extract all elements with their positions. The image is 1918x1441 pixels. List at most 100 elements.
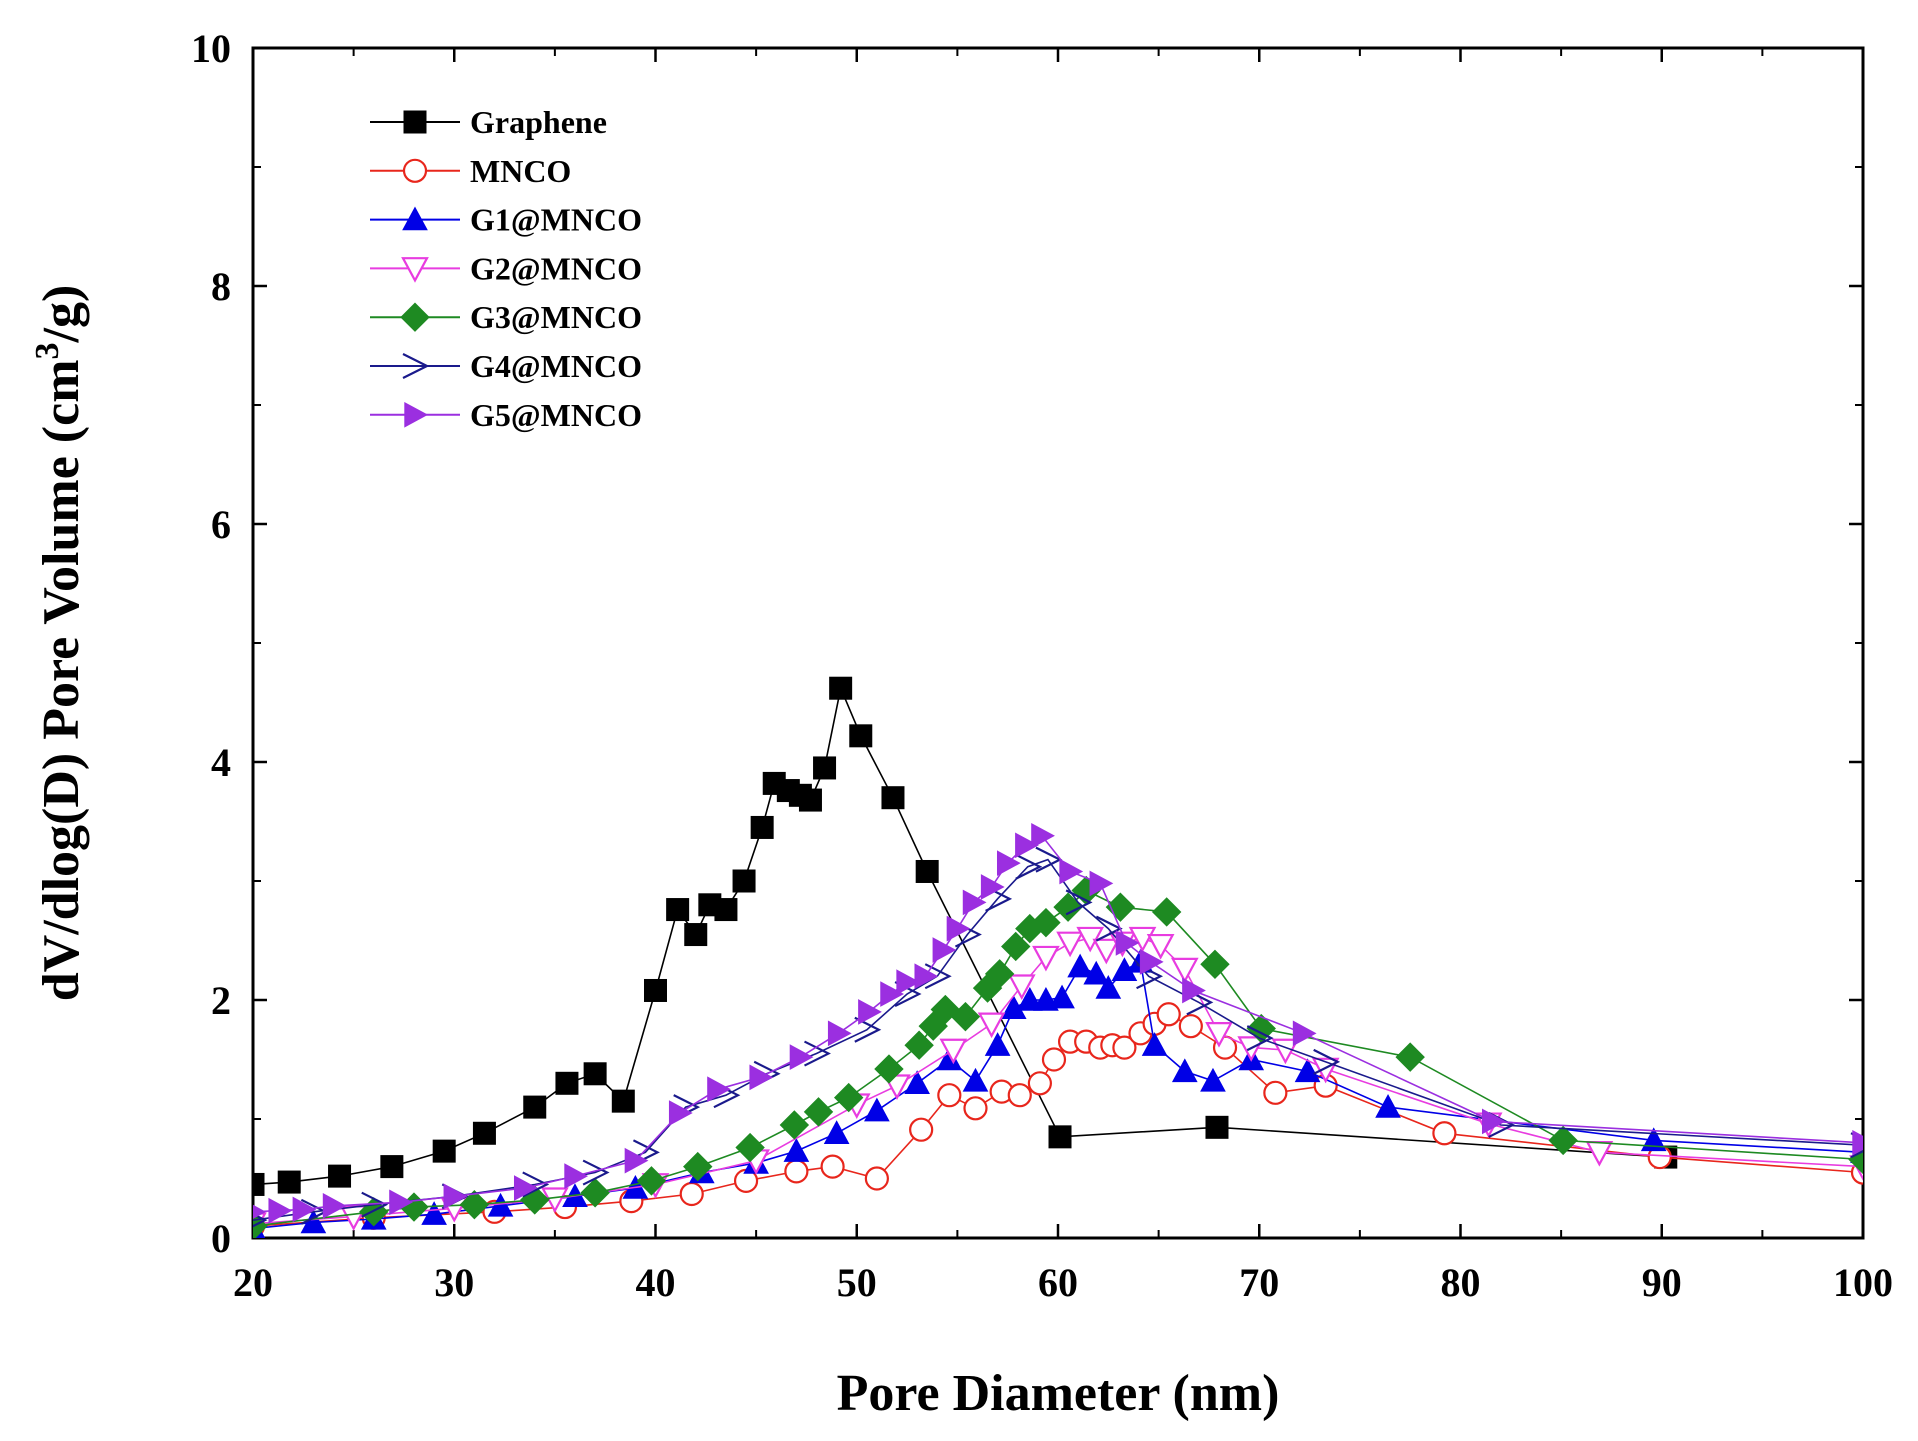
data-point-g2-mnco xyxy=(1007,974,1036,1001)
y-tick-label: 2 xyxy=(211,978,231,1023)
legend-item-mnco: MNCO xyxy=(370,153,571,189)
data-point-g4-mnco xyxy=(1313,1048,1341,1075)
data-point-g5-mnco xyxy=(564,1163,589,1189)
x-tick-label: 50 xyxy=(837,1260,877,1305)
legend-label-g5-mnco: G5@MNCO xyxy=(470,397,642,433)
series-line-g5-mnco xyxy=(253,834,1863,1213)
legend-label-graphene: Graphene xyxy=(470,104,607,140)
data-point-g5-mnco xyxy=(827,1020,852,1047)
data-point-g3-mnco xyxy=(683,1151,713,1182)
data-point-g5-mnco xyxy=(1059,858,1084,885)
data-point-g4-mnco xyxy=(1246,1025,1274,1052)
series-line-mnco xyxy=(253,1013,1863,1227)
data-point-g4-mnco xyxy=(804,1040,831,1067)
legend-item-graphene: Graphene xyxy=(370,104,607,140)
x-tick-label: 90 xyxy=(1642,1260,1682,1305)
data-point-g3-mnco xyxy=(874,1054,904,1084)
data-point-mnco xyxy=(909,1117,934,1142)
data-point-graphene xyxy=(915,859,939,883)
data-point-graphene xyxy=(750,815,774,839)
legend-label-g3-mnco: G3@MNCO xyxy=(470,299,642,335)
data-point-g5-mnco xyxy=(980,874,1005,900)
data-point-g3-mnco xyxy=(1151,897,1182,927)
legend-label-mnco: MNCO xyxy=(470,153,571,189)
x-axis-title: Pore Diameter (nm) xyxy=(837,1365,1280,1422)
data-point-g5-mnco xyxy=(1115,930,1140,956)
legend-marker-graphene xyxy=(403,110,427,134)
data-point-g5-mnco xyxy=(1031,822,1055,849)
data-point-g3-mnco xyxy=(1200,949,1230,980)
data-point-g1-mnco xyxy=(1083,960,1110,985)
series-g5-mnco xyxy=(253,822,1863,1224)
legend-item-g2-mnco: G2@MNCO xyxy=(370,250,642,286)
y-tick-label: 4 xyxy=(211,740,231,785)
data-point-graphene xyxy=(380,1155,404,1179)
legend-item-g3-mnco: G3@MNCO xyxy=(370,299,642,335)
data-point-g4-mnco xyxy=(1015,853,1043,880)
data-point-g2-mnco xyxy=(1205,1022,1233,1048)
data-point-g5-mnco xyxy=(858,999,882,1025)
data-point-mnco xyxy=(1112,1035,1137,1060)
data-point-graphene xyxy=(666,898,690,922)
data-point-mnco xyxy=(1041,1047,1067,1072)
data-point-mnco xyxy=(1178,1014,1203,1039)
data-point-g5-mnco xyxy=(1015,832,1039,859)
x-tick-label: 30 xyxy=(434,1260,474,1305)
data-point-graphene xyxy=(583,1062,607,1086)
data-point-mnco xyxy=(679,1181,704,1207)
data-point-mnco xyxy=(1263,1080,1288,1105)
data-point-mnco xyxy=(784,1159,809,1184)
data-point-graphene xyxy=(328,1164,352,1188)
data-point-graphene xyxy=(253,1172,265,1196)
legend-label-g2-mnco: G2@MNCO xyxy=(470,250,642,286)
data-point-g3-mnco xyxy=(904,1030,934,1060)
data-point-g1-mnco xyxy=(984,1032,1011,1056)
axes: 20 30 40 50 60 70 80 90 100 0 2 4 6 8 10 xyxy=(191,26,1893,1305)
data-point-g2-mnco xyxy=(1128,926,1157,953)
data-point-g3-mnco xyxy=(636,1166,667,1196)
legend-item-g5-mnco: G5@MNCO xyxy=(370,397,642,433)
series-g1-mnco xyxy=(253,948,1863,1238)
data-point-g1-mnco xyxy=(962,1067,989,1092)
y-tick-label: 8 xyxy=(211,264,231,309)
data-point-g1-mnco xyxy=(1016,986,1043,1011)
data-point-g5-mnco xyxy=(914,963,939,990)
data-point-graphene xyxy=(1048,1125,1072,1149)
y-axis-title-prefix: dV/dlog(D) Pore Volume (cm xyxy=(33,359,90,1001)
data-point-g5-mnco xyxy=(962,889,987,916)
data-point-g1-mnco xyxy=(1200,1067,1226,1092)
data-point-g5-mnco xyxy=(624,1147,649,1174)
data-point-g5-mnco xyxy=(668,1100,693,1126)
data-point-g5-mnco xyxy=(996,850,1021,876)
legend-item-g1-mnco: G1@MNCO xyxy=(370,202,642,238)
data-point-g1-mnco xyxy=(1049,984,1075,1009)
y-tick-label: 10 xyxy=(191,26,231,71)
data-point-g5-mnco xyxy=(880,981,905,1007)
data-point-graphene xyxy=(684,923,708,947)
data-point-graphene xyxy=(829,676,853,700)
series-layer xyxy=(253,676,1863,1238)
data-point-g1-mnco xyxy=(904,1070,930,1094)
legend-marker-g2-mnco xyxy=(401,257,429,283)
data-point-g5-mnco xyxy=(322,1193,347,1219)
y-axis-title-superscript: 3 xyxy=(29,342,66,359)
data-point-g4-mnco xyxy=(582,1159,610,1186)
data-point-g1-mnco xyxy=(783,1138,810,1162)
data-point-g1-mnco xyxy=(1171,1058,1198,1083)
legend: Graphene MNCO G1@MNCO G2@MNCO G3@MNCO G4@MNCO… xyxy=(370,104,642,433)
data-point-g5-mnco xyxy=(707,1076,731,1103)
data-point-g1-mnco xyxy=(1375,1094,1401,1118)
series-g2-mnco xyxy=(253,926,1863,1238)
data-point-g5-mnco xyxy=(1852,1129,1863,1156)
data-point-g5-mnco xyxy=(896,969,921,995)
data-point-graphene xyxy=(798,788,822,812)
data-point-mnco xyxy=(1007,1083,1032,1108)
legend-marker-g1-mnco xyxy=(402,206,428,231)
data-point-g5-mnco xyxy=(253,1204,267,1219)
data-point-g3-mnco xyxy=(1395,1042,1425,1072)
data-point-graphene xyxy=(881,786,905,810)
data-point-g1-mnco xyxy=(1067,953,1093,978)
data-point-g3-mnco xyxy=(459,1189,490,1220)
data-point-g3-mnco xyxy=(833,1082,864,1113)
data-point-g5-mnco xyxy=(946,915,971,942)
